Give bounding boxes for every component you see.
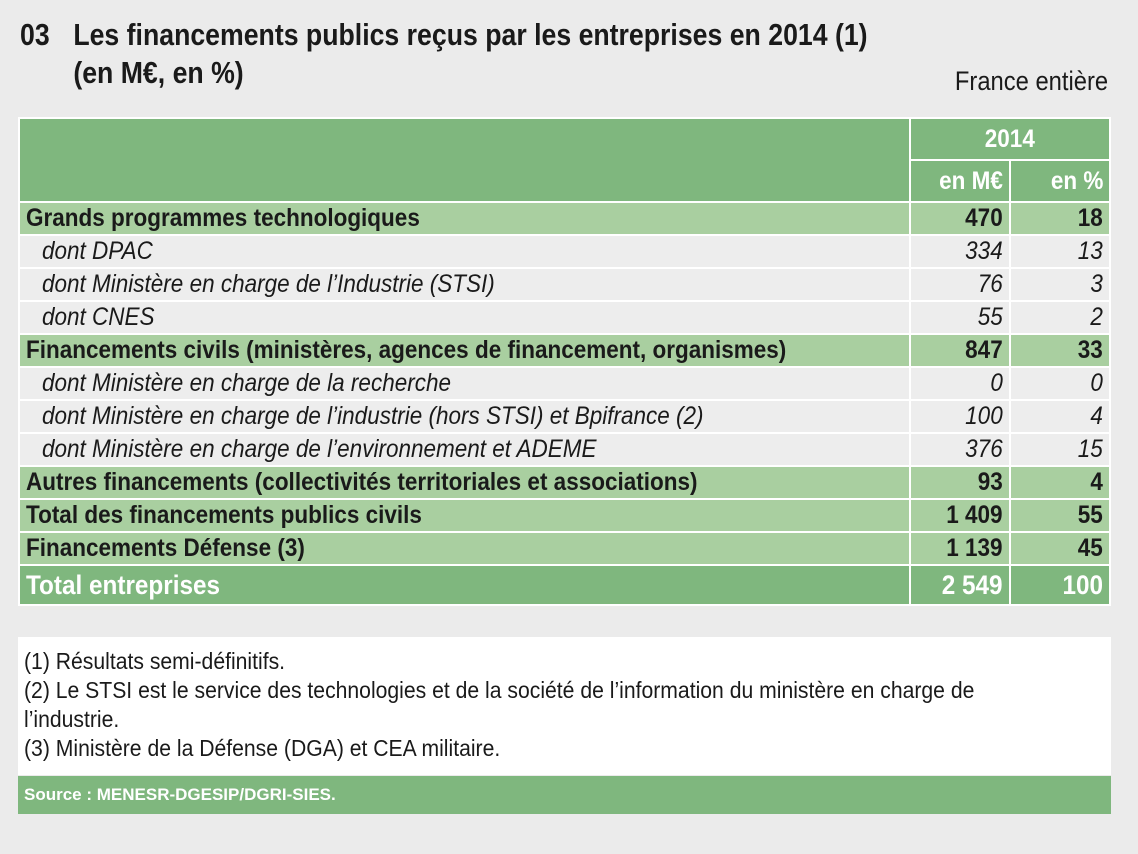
row-label: dont Ministère en charge de l’Industrie … <box>18 267 911 302</box>
table-row: dont Ministère en charge de l’industrie … <box>18 399 1111 434</box>
footnote: l’industrie. <box>24 706 120 732</box>
row-meur: 376 <box>909 432 1011 467</box>
row-meur: 1 139 <box>909 531 1011 566</box>
footnote: (2) Le STSI est le service des technolog… <box>24 677 975 703</box>
footnotes: (1) Résultats semi-définitifs. (2) Le ST… <box>18 637 1111 775</box>
row-pct: 3 <box>1009 267 1111 302</box>
title-line-1: Les financements publics reçus par les e… <box>73 17 868 52</box>
table-row: Total des financements publics civils 1 4… <box>18 498 1111 533</box>
table-row: Financements civils (ministères, agences… <box>18 333 1111 368</box>
row-pct: 33 <box>1009 333 1111 368</box>
row-label: dont Ministère en charge de l’environnem… <box>18 432 911 467</box>
row-meur: 2 549 <box>909 564 1011 606</box>
row-pct: 4 <box>1009 399 1111 434</box>
table-row: Autres financements (collectivités terri… <box>18 465 1111 500</box>
table-row: Total entreprises 2 549 100 <box>18 564 1111 606</box>
header-pct: en % <box>1009 159 1111 203</box>
row-meur: 93 <box>909 465 1011 500</box>
footnote: (1) Résultats semi-définitifs. <box>24 648 286 674</box>
row-pct: 55 <box>1009 498 1111 533</box>
header-blank <box>18 117 911 203</box>
title-line-2: (en M€, en %) <box>73 55 244 90</box>
table-row: dont Ministère en charge de l’environnem… <box>18 432 1111 467</box>
table-row: dont Ministère en charge de l’Industrie … <box>18 267 1111 302</box>
row-meur: 76 <box>909 267 1011 302</box>
table-row: dont Ministère en charge de la recherche… <box>18 366 1111 401</box>
table-row: dont CNES 55 2 <box>18 300 1111 335</box>
row-label: dont DPAC <box>18 234 911 269</box>
row-pct: 0 <box>1009 366 1111 401</box>
scope-label: France entière <box>954 66 1108 96</box>
row-pct: 4 <box>1009 465 1111 500</box>
table-row: dont DPAC 334 13 <box>18 234 1111 269</box>
row-meur: 334 <box>909 234 1011 269</box>
row-meur: 55 <box>909 300 1011 335</box>
row-label: Financements Défense (3) <box>18 531 911 566</box>
table-title: 03 Les financements publics reçus par les… <box>20 16 868 92</box>
row-label: Grands programmes technologiques <box>18 201 911 236</box>
header-row-units: en M€ en % <box>19 159 1111 203</box>
row-meur: 0 <box>909 366 1011 401</box>
row-label: dont Ministère en charge de la recherche <box>18 366 911 401</box>
header-row-year: 2014 <box>18 117 1111 203</box>
row-label: Total des financements publics civils <box>18 498 911 533</box>
row-meur: 1 409 <box>909 498 1011 533</box>
row-meur: 470 <box>909 201 1011 236</box>
header-year: 2014 <box>909 117 1111 161</box>
row-label: dont CNES <box>18 300 911 335</box>
row-pct: 2 <box>1009 300 1111 335</box>
row-label: Financements civils (ministères, agences… <box>18 333 911 368</box>
table-row: Financements Défense (3) 1 139 45 <box>18 531 1111 566</box>
row-label: Autres financements (collectivités terri… <box>18 465 911 500</box>
row-label: dont Ministère en charge de l’industrie … <box>18 399 911 434</box>
table-number: 03 <box>20 17 50 52</box>
table-row: Grands programmes technologiques 470 18 <box>18 201 1111 236</box>
footnote: (3) Ministère de la Défense (DGA) et CEA… <box>24 735 501 761</box>
row-pct: 13 <box>1009 234 1111 269</box>
row-meur: 847 <box>909 333 1011 368</box>
row-label: Total entreprises <box>18 564 911 606</box>
financing-table: 2014 en M€ en % Grands programmes techno… <box>18 117 1111 606</box>
row-pct: 15 <box>1009 432 1111 467</box>
row-pct: 100 <box>1009 564 1111 606</box>
header-meur: en M€ <box>909 159 1011 203</box>
source-bar: Source : MENESR-DGESIP/DGRI-SIES. <box>18 776 1111 814</box>
row-pct: 45 <box>1009 531 1111 566</box>
row-meur: 100 <box>909 399 1011 434</box>
row-pct: 18 <box>1009 201 1111 236</box>
